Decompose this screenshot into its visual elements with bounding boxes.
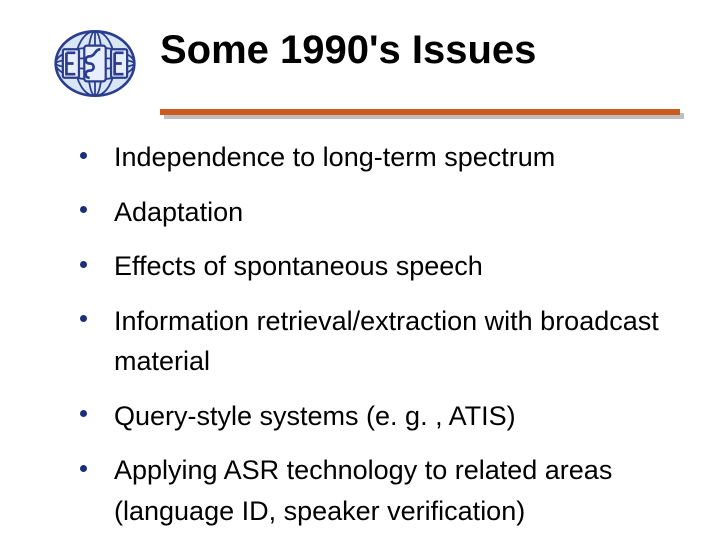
title-underline — [160, 109, 680, 119]
bullet-icon — [80, 315, 87, 322]
list-item: Independence to long-term spectrum — [80, 137, 680, 178]
list-item: Applying ASR technology to related areas… — [80, 450, 680, 531]
list-item: Information retrieval/extraction with br… — [80, 301, 680, 382]
bullet-text: Independence to long-term spectrum — [114, 142, 555, 172]
slide-title: Some 1990's Issues — [160, 20, 536, 72]
bullet-text: Applying ASR technology to related areas… — [114, 455, 612, 526]
bullet-icon — [80, 465, 87, 472]
bullet-text: Information retrieval/extraction with br… — [114, 306, 659, 377]
bullet-text: Effects of spontaneous speech — [114, 251, 483, 281]
bullet-text: Adaptation — [114, 197, 243, 227]
list-item: Effects of spontaneous speech — [80, 246, 680, 287]
bullet-icon — [80, 410, 87, 417]
title-underline-bar — [160, 109, 680, 115]
list-item: Query-style systems (e. g. , ATIS) — [80, 396, 680, 437]
slide: Some 1990's Issues Independence to long-… — [0, 0, 720, 540]
logo-icon — [50, 26, 140, 101]
slide-header: Some 1990's Issues — [50, 20, 680, 101]
bullet-list: Independence to long-term spectrum Adapt… — [50, 137, 680, 531]
bullet-icon — [80, 152, 87, 159]
bullet-text: Query-style systems (e. g. , ATIS) — [114, 401, 516, 431]
list-item: Adaptation — [80, 192, 680, 233]
bullet-icon — [80, 206, 87, 213]
bullet-icon — [80, 261, 87, 268]
